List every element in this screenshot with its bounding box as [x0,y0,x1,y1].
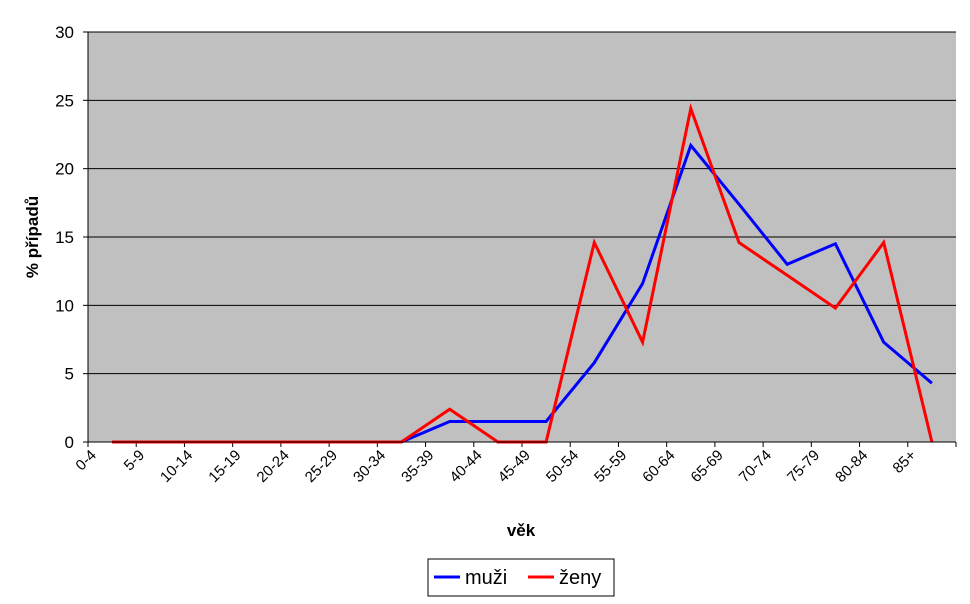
x-axis-ticks: 0-4 5-9 10-14 15-19 20-24 25-29 30-34 35-39 40-4… [72,442,957,486]
x-tick-label: 15-19 [205,447,244,486]
y-tick-label: 30 [55,23,74,42]
x-tick-label: 20-24 [254,447,293,486]
x-tick-label: 5-9 [121,447,148,474]
y-tick-label: 15 [55,228,74,247]
x-tick-label: 25-29 [302,447,341,486]
legend: muži ženy [427,558,615,597]
x-tick-label: 55-59 [591,447,630,486]
x-tick-label: 75-79 [784,447,823,486]
x-tick-label: 65-69 [688,447,727,486]
y-axis-ticks: 0 5 10 15 20 25 30 [55,23,88,452]
x-tick-label: 0-4 [72,447,99,474]
x-tick-label: 60-64 [639,447,678,486]
y-tick-label: 20 [55,160,74,179]
y-axis-title: % případů [23,196,42,278]
gridlines [88,31,956,375]
x-tick-label: 80-84 [832,447,871,486]
x-tick-label: 45-49 [495,447,534,486]
x-tick-label: 70-74 [736,447,775,486]
x-tick-label: 30-34 [350,447,389,486]
x-tick-label: 10-14 [157,447,196,486]
legend-label-zeny: ženy [559,567,601,589]
x-tick-label: 50-54 [543,447,582,486]
legend-label-muzi: muži [465,567,507,589]
y-tick-label: 5 [65,365,74,384]
y-tick-label: 10 [55,296,74,315]
x-tick-label: 40-44 [446,447,485,486]
x-tick-label: 35-39 [398,447,437,486]
y-tick-label: 25 [55,91,74,110]
x-tick-label: 85+ [890,447,920,477]
y-tick-label: 0 [65,433,74,452]
x-axis-title: věk [507,521,536,540]
